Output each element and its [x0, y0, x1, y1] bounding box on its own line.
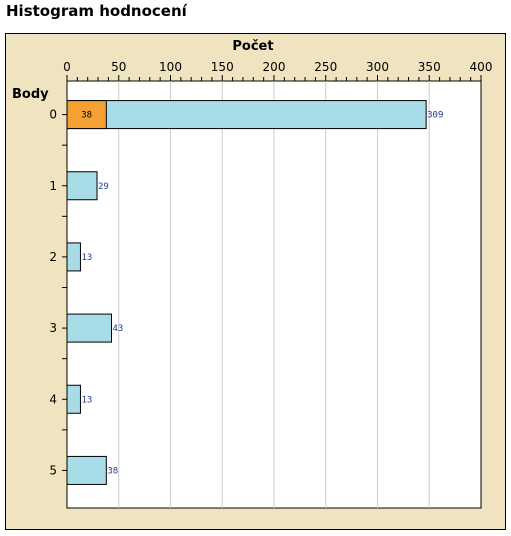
y-tick-label-4: 4 [49, 392, 57, 406]
data-label-1: 29 [98, 182, 109, 192]
gridlines [118, 81, 430, 508]
bar-3 [66, 313, 113, 343]
bar-4 [66, 384, 81, 414]
y-tick-label-3: 3 [49, 321, 57, 335]
bar-highlight-0 [66, 100, 107, 130]
x-tick-label-100: 100 [159, 60, 182, 74]
highlight-label-0: 38 [81, 111, 92, 121]
data-label-4: 13 [81, 395, 92, 405]
x-axis: 0 50 100 150 200 250 300 350 400 [63, 60, 492, 81]
page-title: Histogram hodnocení [6, 2, 187, 20]
y-tick-label-2: 2 [49, 250, 57, 264]
y-axis: 0 1 2 3 4 5 [49, 108, 67, 477]
bars: 309 38 29 13 43 13 38 [66, 100, 443, 485]
bar-1 [66, 171, 98, 201]
y-tick-label-1: 1 [49, 179, 57, 193]
data-label-2: 13 [81, 253, 92, 263]
bar-2 [66, 242, 81, 272]
x-tick-label-250: 250 [314, 60, 337, 74]
data-label-3: 43 [113, 324, 124, 334]
bar-0 [66, 100, 427, 130]
bar-5 [66, 455, 107, 485]
y-axis-title: Body [12, 87, 49, 102]
data-label-0: 309 [427, 111, 443, 121]
y-tick-label-0: 0 [49, 108, 57, 122]
x-tick-label-400: 400 [470, 60, 493, 74]
x-tick-label-150: 150 [211, 60, 234, 74]
x-tick-label-350: 350 [418, 60, 441, 74]
x-tick-label-50: 50 [111, 60, 126, 74]
x-tick-label-300: 300 [366, 60, 389, 74]
x-tick-label-200: 200 [263, 60, 286, 74]
data-label-5: 38 [107, 466, 118, 476]
y-tick-label-5: 5 [49, 463, 57, 477]
x-axis-title: Počet [232, 39, 273, 54]
x-tick-label-0: 0 [63, 60, 71, 74]
